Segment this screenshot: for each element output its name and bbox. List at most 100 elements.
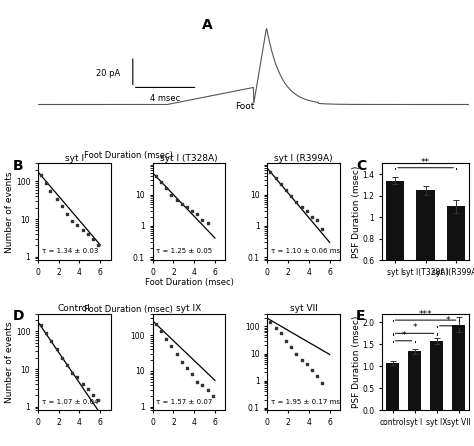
Text: **: ** (421, 158, 430, 167)
Text: Foot Duration (msec): Foot Duration (msec) (83, 151, 173, 160)
Text: τ = 1.07 ± 0.04: τ = 1.07 ± 0.04 (42, 399, 98, 405)
Y-axis label: PSF Duration (msec): PSF Duration (msec) (352, 165, 361, 258)
Text: *: * (446, 316, 450, 325)
Text: *: * (401, 331, 406, 340)
Point (43, 330, 50, 337)
Point (199, 217, 206, 224)
Text: B: B (12, 159, 23, 173)
Point (308, 213, 316, 220)
Point (43, 180, 50, 187)
Point (152, 321, 160, 328)
Text: Foot Duration (msec): Foot Duration (msec) (83, 305, 173, 314)
Point (173, 196, 180, 203)
Text: τ = 1.25 ± 0.05: τ = 1.25 ± 0.05 (156, 248, 212, 255)
Title: syt IX: syt IX (176, 304, 201, 313)
Point (162, 185, 170, 192)
Bar (447, 206, 465, 325)
Text: 4 msec: 4 msec (150, 94, 180, 103)
Point (204, 386, 211, 393)
Point (73, 374, 81, 381)
Text: D: D (12, 309, 24, 322)
Point (303, 207, 310, 215)
Text: Foot: Foot (235, 102, 255, 111)
Point (308, 366, 316, 373)
Point (46, 188, 54, 195)
Point (277, 330, 284, 337)
Point (84, 385, 91, 392)
Point (193, 378, 201, 385)
Point (167, 343, 175, 350)
Point (319, 380, 326, 387)
Point (188, 207, 196, 215)
Point (53, 345, 60, 352)
Y-axis label: PSF Duration (msec): PSF Duration (msec) (352, 316, 361, 408)
Point (47, 338, 55, 345)
Point (287, 343, 295, 350)
Point (157, 179, 165, 186)
Point (178, 201, 185, 208)
Point (68, 369, 76, 376)
Point (58, 202, 65, 210)
Point (319, 225, 326, 232)
Point (79, 227, 86, 234)
Text: τ = 1.10 ± 0.06 ms: τ = 1.10 ± 0.06 ms (271, 248, 340, 255)
Text: τ = 1.57 ± 0.07: τ = 1.57 ± 0.07 (156, 399, 213, 405)
Point (94, 396, 102, 404)
Point (282, 337, 290, 344)
Text: *: * (412, 323, 417, 332)
Point (277, 181, 284, 188)
Text: A: A (202, 18, 212, 32)
Point (37, 171, 45, 178)
Point (298, 356, 305, 363)
Bar (417, 190, 435, 325)
Point (272, 174, 279, 181)
Text: τ = 1.95 ± 0.17 ms: τ = 1.95 ± 0.17 ms (271, 399, 340, 405)
Point (167, 191, 175, 198)
Point (267, 318, 274, 325)
Y-axis label: Number of events: Number of events (5, 321, 14, 403)
Point (199, 382, 206, 389)
Point (267, 168, 274, 175)
Point (37, 321, 45, 328)
Point (152, 172, 160, 179)
Text: τ = 1.34 ± 0.03: τ = 1.34 ± 0.03 (42, 248, 98, 255)
Point (204, 220, 211, 227)
Point (89, 392, 97, 399)
Point (287, 193, 295, 200)
Bar (408, 351, 421, 410)
Point (292, 350, 300, 357)
Point (282, 186, 290, 194)
Bar (386, 363, 399, 410)
Title: syt I (T328A): syt I (T328A) (160, 154, 218, 163)
Point (183, 203, 191, 211)
Point (313, 217, 321, 224)
Point (68, 217, 76, 224)
Title: Control: Control (58, 304, 91, 313)
Point (313, 372, 321, 380)
Point (209, 392, 217, 400)
Text: C: C (356, 159, 366, 173)
Point (79, 380, 86, 388)
Point (89, 235, 97, 242)
Point (178, 358, 185, 365)
Point (298, 203, 305, 211)
X-axis label: Foot Duration (msec): Foot Duration (msec) (145, 278, 233, 287)
Point (63, 210, 71, 217)
Point (53, 195, 60, 202)
Point (63, 361, 71, 368)
Point (292, 198, 300, 205)
Bar (386, 181, 404, 325)
Bar (452, 325, 465, 410)
Text: 20 pA: 20 pA (96, 69, 120, 78)
Bar (430, 341, 443, 410)
Point (173, 350, 180, 357)
Point (272, 324, 279, 331)
Point (303, 361, 310, 368)
Point (193, 210, 201, 217)
Text: ***: *** (419, 310, 432, 319)
Y-axis label: Number of events: Number of events (5, 171, 14, 252)
Point (183, 364, 191, 372)
Point (162, 335, 170, 342)
Title: syt I: syt I (65, 154, 84, 163)
Point (188, 371, 196, 378)
